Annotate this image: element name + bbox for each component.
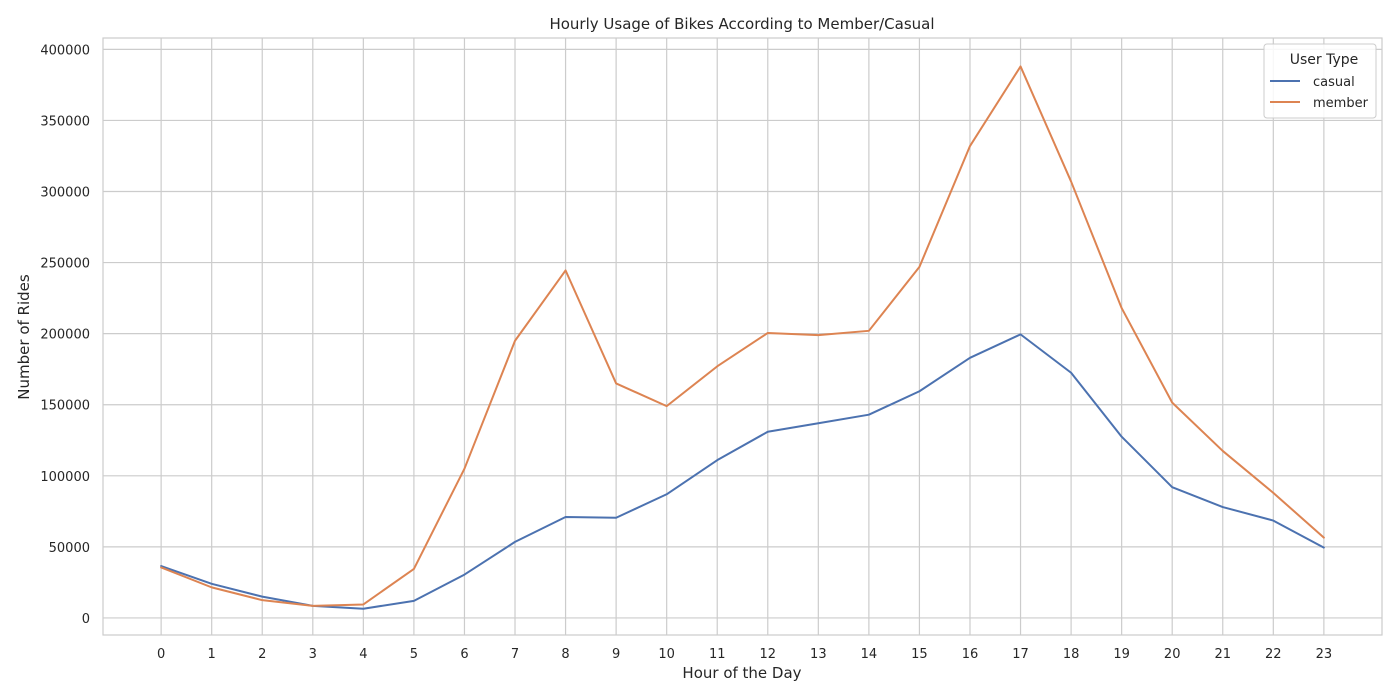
series-line-member (160, 65, 1325, 607)
x-tick-label: 5 (410, 647, 418, 662)
legend: User Type casual member (1263, 43, 1377, 119)
x-tick-label: 7 (511, 647, 519, 662)
y-tick-label: 300000 (40, 186, 90, 201)
x-tick-label: 14 (861, 647, 878, 662)
x-tick-label: 12 (760, 647, 777, 662)
x-tick-label: 13 (810, 647, 827, 662)
x-tick-label: 2 (258, 647, 266, 662)
y-tick-label: 50000 (49, 541, 90, 556)
x-tick-label: 3 (309, 647, 317, 662)
y-tick-label: 350000 (40, 114, 90, 129)
x-tick-label: 0 (157, 647, 165, 662)
x-tick-label: 1 (208, 647, 216, 662)
x-tick-label: 8 (561, 647, 569, 662)
y-tick-label: 200000 (40, 328, 90, 343)
x-tick-label: 18 (1063, 647, 1080, 662)
x-tick-label: 11 (709, 647, 726, 662)
x-axis-label: Hour of the Day (682, 664, 801, 682)
legend-label-casual: casual (1313, 75, 1355, 90)
chart-title: Hourly Usage of Bikes According to Membe… (549, 15, 934, 33)
x-tick-label: 9 (612, 647, 620, 662)
axes-frame (102, 37, 1383, 636)
y-axis-label: Number of Rides (15, 274, 33, 400)
x-tick-label: 4 (359, 647, 367, 662)
x-tick-label: 23 (1316, 647, 1333, 662)
x-tick-label: 10 (658, 647, 675, 662)
x-tick-label: 21 (1214, 647, 1231, 662)
x-tick-label: 15 (911, 647, 928, 662)
x-tick-label: 20 (1164, 647, 1181, 662)
legend-title: User Type (1290, 52, 1359, 68)
y-tick-label: 100000 (40, 470, 90, 485)
grid (103, 38, 1382, 635)
series-lines (160, 65, 1325, 610)
x-tick-label: 22 (1265, 647, 1282, 662)
series-line-casual (160, 333, 1325, 610)
y-tick-label: 400000 (40, 43, 90, 58)
x-tick-label: 16 (962, 647, 979, 662)
y-tick-label: 250000 (40, 257, 90, 272)
x-tick-label: 6 (460, 647, 468, 662)
legend-box (1263, 43, 1377, 119)
y-tick-label: 150000 (40, 399, 90, 414)
y-tick-label: 0 (82, 612, 90, 627)
legend-label-member: member (1313, 96, 1369, 111)
x-tick-label: 19 (1113, 647, 1130, 662)
y-tick-labels: 0 50000 100000 150000 200000 250000 300000 3500… (40, 43, 90, 627)
x-tick-label: 17 (1012, 647, 1029, 662)
x-tick-labels: 0 1 2 3 4 5 6 7 8 9 10 11 12 13 14 15 16 17 18 19 20 21 22 23 (157, 647, 1332, 662)
